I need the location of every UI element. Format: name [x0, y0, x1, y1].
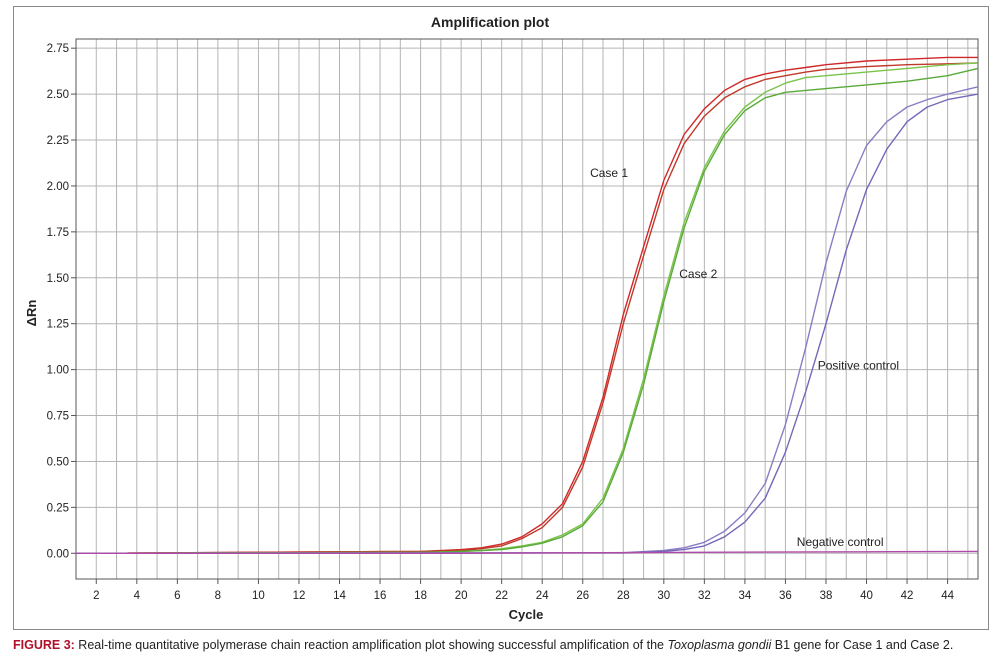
caption-species: Toxoplasma gondii [667, 638, 772, 652]
curve-annotation: Case 1 [590, 166, 628, 180]
caption-text-end: B1 gene for Case 1 and Case 2. [771, 638, 954, 652]
chart-frame: Amplification plot 0.00 0.25 0.50 0.75 1.00 1… [13, 6, 989, 630]
amplification-curve [75, 67, 979, 554]
y-tick-label: 2.50 [47, 89, 69, 101]
y-tick-label: 2.25 [47, 135, 69, 147]
x-tick-label: 38 [820, 590, 833, 602]
x-tick-label: 40 [860, 590, 873, 602]
x-tick-label: 16 [374, 590, 387, 602]
x-axis-label: Cycle [509, 607, 544, 622]
x-tick-label: 36 [779, 590, 792, 602]
x-tick-label: 30 [657, 590, 670, 602]
amplification-curve [76, 550, 979, 554]
amplification-chart: Amplification plot 0.00 0.25 0.50 0.75 1.00 1… [24, 14, 979, 622]
axes: 0.00 0.25 0.50 0.75 1.00 1.25 1.50 1.75 2.00 2.25… [47, 38, 979, 602]
y-tick-label: 1.25 [47, 319, 69, 331]
x-tick-label: 20 [455, 590, 468, 602]
x-tick-label: 14 [333, 590, 346, 602]
x-tick-label: 44 [941, 590, 954, 602]
y-tick-label: 0.00 [47, 548, 69, 560]
y-axis-label: ΔRn [24, 300, 39, 327]
y-tick-label: 2.75 [47, 43, 69, 55]
x-tick-label: 28 [617, 590, 630, 602]
x-tick-label: 6 [174, 590, 180, 602]
x-tick-label: 22 [495, 590, 508, 602]
y-tick-label: 0.25 [47, 502, 69, 514]
amplification-curve [75, 62, 979, 554]
series-lines [75, 56, 979, 554]
y-tick-label: 0.50 [47, 456, 69, 468]
amplification-curve [75, 62, 979, 554]
grid-lines [75, 39, 978, 579]
x-tick-label: 26 [576, 590, 589, 602]
annotations: Case 1 Case 2 Positive control Negative con… [590, 166, 899, 549]
curve-annotation: Case 2 [679, 267, 717, 281]
amplification-curve [75, 86, 979, 554]
amplification-curve [75, 56, 978, 554]
x-tick-label: 8 [215, 590, 221, 602]
caption-label: FIGURE 3: [13, 638, 75, 652]
y-tick-label: 1.75 [47, 227, 69, 239]
y-tick-label: 1.50 [47, 273, 69, 285]
x-tick-label: 32 [698, 590, 711, 602]
x-tick-label: 24 [536, 590, 549, 602]
chart-title: Amplification plot [431, 14, 550, 30]
amplification-curve [75, 93, 979, 554]
y-tick-label: 1.00 [47, 365, 69, 377]
x-tick-label: 42 [901, 590, 914, 602]
curve-annotation: Negative control [797, 535, 884, 549]
x-tick-label: 34 [739, 590, 752, 602]
x-tick-label: 12 [293, 590, 306, 602]
curve-annotation: Positive control [818, 359, 899, 373]
y-tick-label: 0.75 [47, 411, 69, 423]
x-tick-label: 2 [93, 590, 99, 602]
figure-caption: FIGURE 3: Real-time quantitative polymer… [13, 638, 993, 652]
x-tick-label: 10 [252, 590, 265, 602]
caption-text: Real-time quantitative polymerase chain … [74, 638, 668, 652]
x-tick-label: 18 [414, 590, 427, 602]
x-tick-label: 4 [134, 590, 141, 602]
plot-area-border [75, 38, 979, 580]
y-tick-label: 2.00 [47, 181, 69, 193]
